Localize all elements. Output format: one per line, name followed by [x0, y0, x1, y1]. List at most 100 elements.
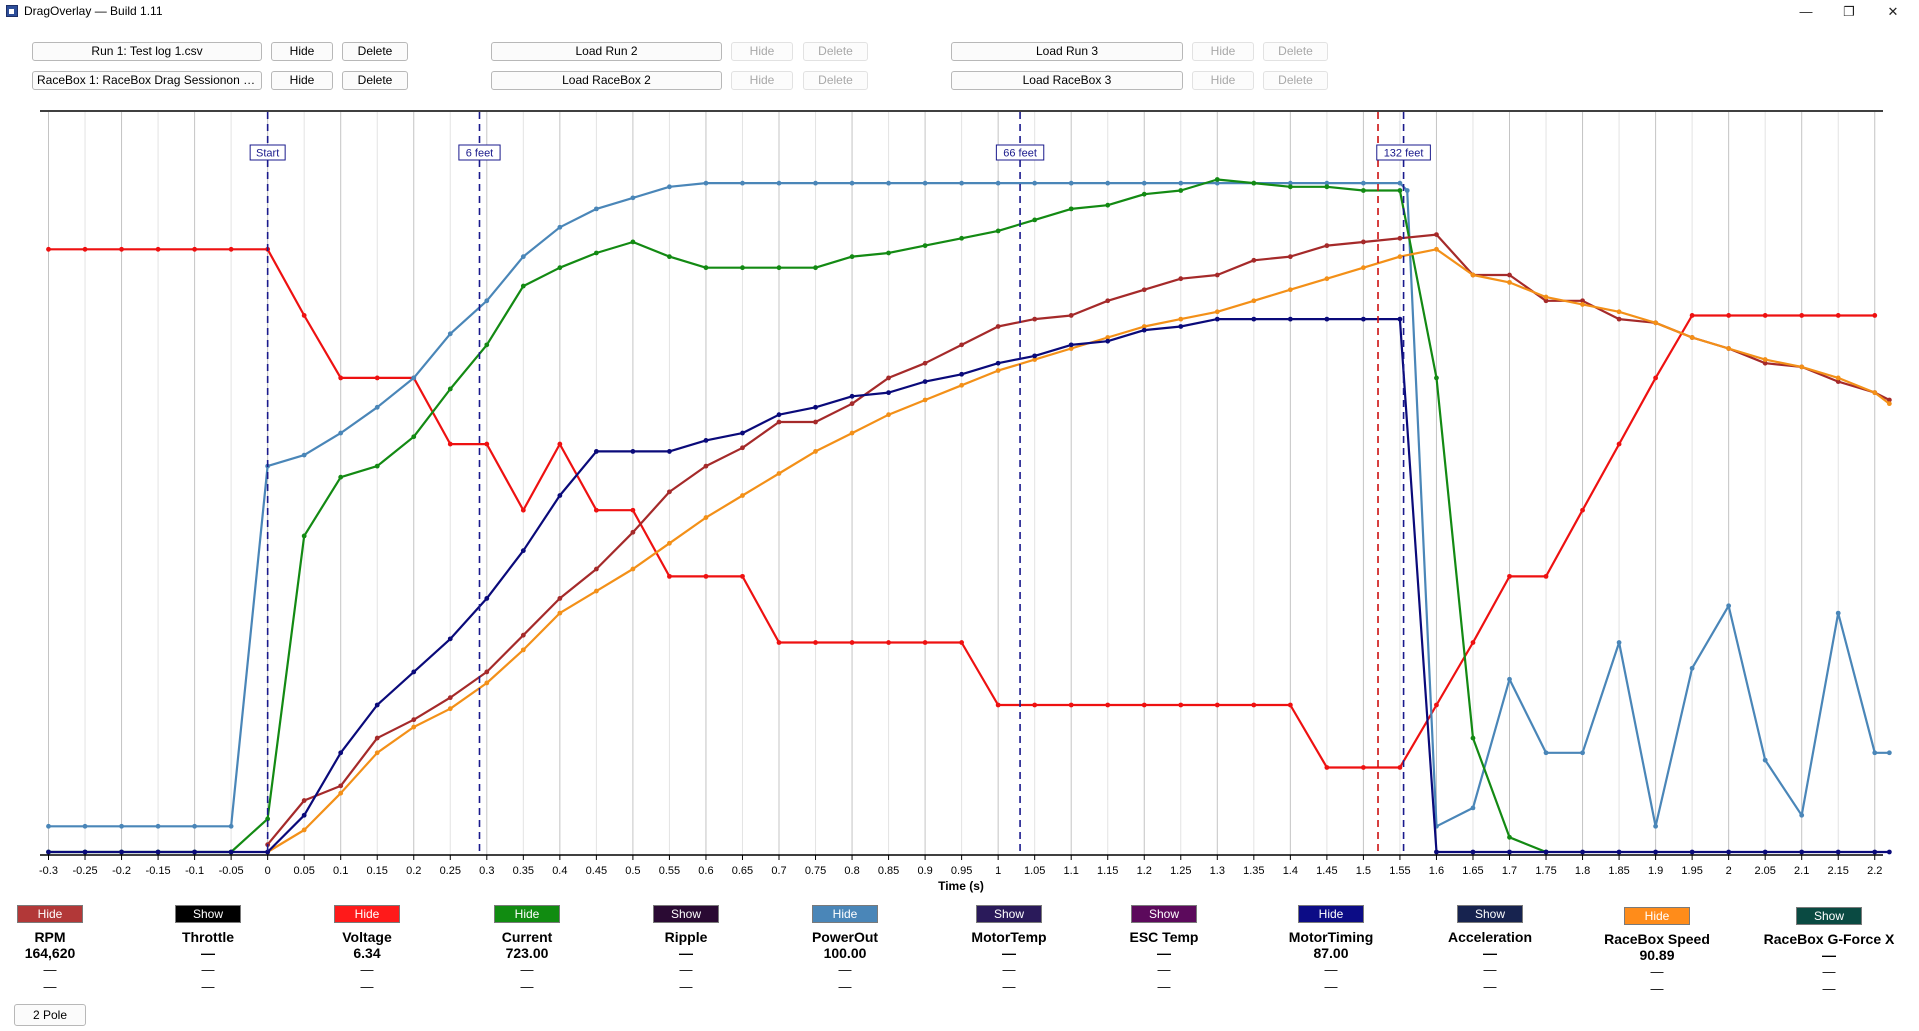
data-point-rpm: [959, 342, 965, 348]
toggle-racebox-g-force-x-button[interactable]: Show: [1796, 907, 1862, 925]
data-point-powerout: [1324, 180, 1330, 186]
toggle-rpm-button[interactable]: Hide: [17, 905, 83, 923]
toggle-throttle-button[interactable]: Show: [174, 904, 242, 924]
data-point-motortiming: [667, 449, 672, 454]
marker-label-box: [458, 144, 501, 161]
racebox1-file-button[interactable]: RaceBox 1: RaceBox Drag Sessionon 04...: [32, 71, 262, 90]
series-line-rpm: [266, 233, 1890, 846]
data-point-current: [557, 265, 563, 271]
data-point-powerout: [1689, 665, 1695, 671]
series-line-motortiming: [48, 318, 1890, 854]
data-point-voltage: [1835, 313, 1841, 318]
data-point-racebox-speed: [667, 540, 672, 546]
data-point-powerout: [1397, 180, 1403, 186]
x-tick-label: -0.1: [185, 865, 204, 877]
toggle-esc-temp-button[interactable]: Show: [1131, 905, 1197, 923]
data-point-motortiming: [228, 849, 234, 855]
run1-file-button[interactable]: Run 1: Test log 1.csv: [32, 42, 262, 61]
data-point-powerout: [1068, 180, 1074, 186]
data-point-racebox-speed: [1178, 316, 1184, 322]
channel-value: —: [201, 945, 215, 961]
x-tick-label: 0.4: [552, 865, 567, 877]
data-point-motortiming: [1324, 316, 1330, 322]
data-point-powerout: [959, 180, 965, 186]
x-tick-label: 0.8: [844, 865, 859, 877]
data-point-racebox-speed: [1835, 375, 1841, 381]
data-point-rpm: [1068, 313, 1074, 318]
channel-powerout: Hide PowerOut 100.00— —: [765, 905, 925, 995]
data-point-racebox-speed: [1762, 357, 1768, 362]
toggle-motortemp-button[interactable]: Show: [976, 905, 1042, 923]
title-bar: DragOverlay — Build 1.11 — ❐ ✕: [0, 0, 1919, 24]
load-run2-button[interactable]: Load Run 2: [491, 42, 722, 61]
marker-label-box: [249, 144, 286, 161]
data-point-current: [1324, 184, 1330, 190]
data-point-powerout: [192, 823, 198, 829]
data-point-current: [630, 239, 636, 245]
data-point-voltage: [374, 375, 380, 381]
x-tick-label: 1.4: [1283, 865, 1298, 877]
data-point-racebox-speed: [557, 610, 563, 616]
x-tick-label: 0.05: [293, 865, 314, 877]
data-point-motortiming: [1543, 849, 1549, 855]
channel-name: MotorTiming: [1288, 929, 1374, 945]
data-point-current: [776, 265, 782, 271]
channel-run-value: —: [1002, 979, 1016, 994]
pole-count-button[interactable]: 2 Pole: [14, 1004, 86, 1026]
data-point-powerout: [557, 224, 563, 230]
load-racebox2-button[interactable]: Load RaceBox 2: [491, 71, 722, 90]
x-tick-label: 1.95: [1681, 865, 1702, 877]
run1-delete-button[interactable]: Delete: [342, 42, 408, 61]
racebox1-hide-button[interactable]: Hide: [271, 71, 333, 90]
toggle-powerout-button[interactable]: Hide: [812, 905, 878, 923]
data-point-motortiming: [265, 849, 271, 855]
toggle-motortiming-button[interactable]: Hide: [1298, 905, 1364, 923]
data-point-powerout: [1470, 805, 1476, 811]
data-point-motortiming: [1580, 849, 1585, 855]
channel-value: —: [1157, 945, 1171, 961]
data-point-powerout: [155, 823, 161, 829]
data-point-powerout: [119, 823, 124, 829]
data-point-current: [374, 463, 380, 469]
data-point-voltage: [959, 640, 965, 645]
run1-hide-button[interactable]: Hide: [271, 42, 333, 61]
data-point-powerout: [813, 180, 818, 186]
data-point-racebox-speed: [1580, 302, 1585, 307]
minimize-button[interactable]: —: [1799, 4, 1813, 19]
racebox1-delete-button[interactable]: Delete: [342, 71, 408, 90]
data-point-rpm: [1580, 298, 1585, 304]
channel-run-value: —: [43, 962, 57, 977]
load-racebox3-button[interactable]: Load RaceBox 3: [951, 71, 1183, 90]
data-point-powerout: [1141, 180, 1147, 186]
toggle-voltage-button[interactable]: Hide: [334, 905, 400, 923]
data-point-powerout: [1105, 180, 1111, 186]
channel-run-value: —: [1822, 964, 1836, 979]
data-point-rpm: [1507, 272, 1512, 278]
toggle-racebox-speed-button[interactable]: Hide: [1624, 907, 1690, 925]
toggle-current-button[interactable]: Hide: [494, 905, 560, 923]
telemetry-chart[interactable]: Start 6 feet 66 feet 132 feet -0.3 -0.25 -0.2…: [0, 108, 1919, 896]
data-point-rpm: [849, 401, 855, 407]
x-tick-label: 1.6: [1429, 865, 1444, 877]
data-point-voltage: [813, 640, 818, 645]
data-point-motortiming: [338, 750, 344, 756]
data-point-voltage: [228, 246, 234, 252]
channel-run-value: —: [43, 979, 57, 994]
data-point-current: [1141, 191, 1147, 197]
data-point-motortiming: [1361, 316, 1366, 322]
data-point-motortiming: [703, 438, 709, 443]
data-point-racebox-speed: [1886, 401, 1892, 407]
data-point-current: [265, 816, 271, 822]
data-point-motortiming: [1178, 324, 1184, 329]
load-run3-button[interactable]: Load Run 3: [951, 42, 1183, 61]
series-lines: [46, 177, 1892, 855]
toggle-ripple-button[interactable]: Show: [653, 905, 719, 923]
channel-rpm: Hide RPM 164,620— —: [0, 905, 130, 995]
toggle-acceleration-button[interactable]: Show: [1457, 905, 1523, 923]
data-point-racebox-speed: [1799, 364, 1805, 370]
data-point-voltage: [1580, 507, 1585, 513]
maximize-button[interactable]: ❐: [1843, 4, 1855, 19]
close-button[interactable]: ✕: [1887, 4, 1899, 19]
channel-name: Current: [501, 929, 553, 945]
data-point-motortiming: [1689, 849, 1695, 855]
